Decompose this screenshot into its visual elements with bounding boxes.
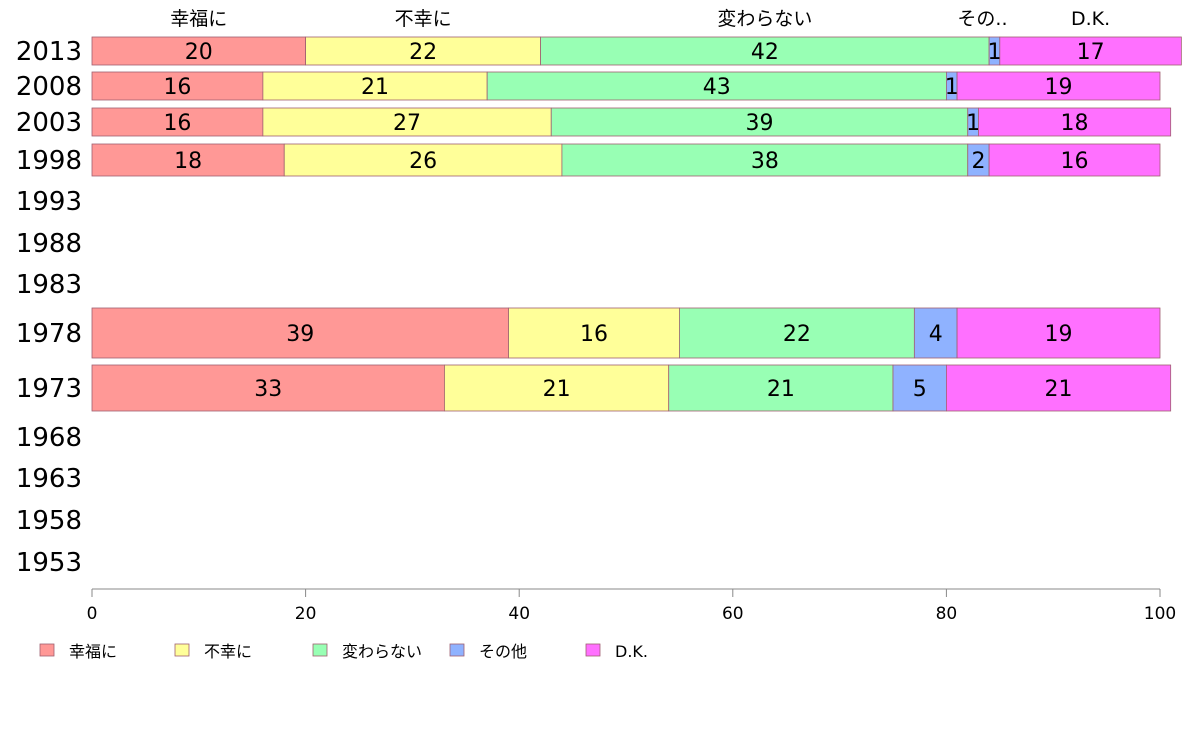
bar-segment-2008-5 [956,71,1161,101]
bar-segment-2013-2 [305,36,541,66]
bar-segment-2008-1 [91,71,264,101]
year-label-2008: 2008 [16,72,82,102]
data-label-1998-3: 38 [751,149,779,174]
data-label-2013-2: 22 [409,40,437,65]
legend-swatch-2 [174,643,190,657]
bar-segment-2008-3 [486,71,947,101]
bar-segment-2013-3 [540,36,990,66]
bar-segment-2013-5 [999,36,1182,66]
data-label-2003-5: 18 [1061,111,1089,136]
data-label-1998-4: 2 [971,149,985,174]
year-label-1958: 1958 [16,506,82,536]
data-label-2003-2: 27 [393,111,421,136]
data-label-1978-5: 19 [1045,322,1073,347]
year-label-1968: 1968 [16,423,82,453]
data-label-2008-2: 21 [361,75,389,100]
legend-swatch-5 [585,643,601,657]
year-label-1988: 1988 [16,229,82,259]
legend-swatch-1 [39,643,55,657]
data-label-2008-1: 16 [163,75,191,100]
legend-swatch-3 [312,643,328,657]
bar-segment-1998-5 [988,143,1161,177]
x-tick-label-100: 100 [1144,604,1176,624]
data-label-2003-4: 1 [966,111,980,136]
year-label-2003: 2003 [16,108,82,138]
data-label-1998-2: 26 [409,149,437,174]
bar-segment-1978-3 [679,307,915,359]
data-label-1973-2: 21 [543,377,571,402]
bar-segment-1978-1 [91,307,509,359]
x-tick-label-80: 80 [936,604,958,624]
bar-segment-2013-1 [91,36,307,66]
legend-label-1: 幸福に [69,642,117,661]
legend-swatch-4 [449,643,465,657]
bar-segment-1973-2 [444,364,670,412]
x-tick-label-40: 40 [508,604,530,624]
data-label-1973-1: 33 [254,377,282,402]
data-label-2008-3: 43 [703,75,731,100]
bar-segment-1973-1 [91,364,445,412]
data-label-2008-5: 19 [1045,75,1073,100]
data-label-1978-4: 4 [929,322,943,347]
top-label-3: 変わらない [717,8,812,30]
bar-segment-2003-5 [978,107,1172,137]
bar-segment-1973-3 [668,364,894,412]
year-label-1998: 1998 [16,146,82,176]
x-tick-label-20: 20 [295,604,317,624]
legend-label-4: その他 [479,642,527,661]
bar-segment-2008-2 [262,71,488,101]
data-label-2013-4: 1 [987,40,1001,65]
data-label-1978-2: 16 [580,322,608,347]
data-label-2008-4: 1 [945,75,959,100]
top-label-4: その.. [957,8,1007,30]
data-label-2013-5: 17 [1077,40,1105,65]
legend-label-3: 変わらない [342,642,422,661]
year-label-1993: 1993 [16,187,82,217]
data-label-1998-5: 16 [1061,149,1089,174]
data-label-2003-1: 16 [163,111,191,136]
bar-segment-2003-1 [91,107,264,137]
bar-segment-1998-1 [91,143,285,177]
data-label-1998-1: 18 [174,149,202,174]
year-label-2013: 2013 [16,37,82,67]
bar-segment-1978-5 [956,307,1161,359]
data-label-1973-3: 21 [767,377,795,402]
year-label-1973: 1973 [16,374,82,404]
bar-segment-1998-3 [561,143,969,177]
data-label-1978-3: 22 [783,322,811,347]
data-label-1973-4: 5 [913,377,927,402]
bar-segment-2003-3 [550,107,969,137]
top-label-2: 不幸に [395,8,452,30]
bar-segment-1978-2 [508,307,680,359]
data-label-1978-1: 39 [286,322,314,347]
legend-label-5: D.K. [615,642,648,661]
data-label-1973-5: 21 [1045,377,1073,402]
bar-segment-1978-4 [913,307,958,359]
legend-label-2: 不幸に [204,642,252,661]
x-tick-label-0: 0 [87,604,98,624]
data-label-2013-1: 20 [185,40,213,65]
bar-segment-1973-5 [946,364,1172,412]
year-label-1978: 1978 [16,319,82,349]
bar-segment-1973-4 [892,364,947,412]
top-label-5: D.K. [1071,8,1110,30]
top-label-1: 幸福に [170,8,227,30]
year-label-1963: 1963 [16,464,82,494]
year-label-1983: 1983 [16,270,82,300]
x-tick-label-60: 60 [722,604,744,624]
data-label-2003-3: 39 [746,111,774,136]
year-label-1953: 1953 [16,548,82,578]
data-label-2013-3: 42 [751,40,779,65]
